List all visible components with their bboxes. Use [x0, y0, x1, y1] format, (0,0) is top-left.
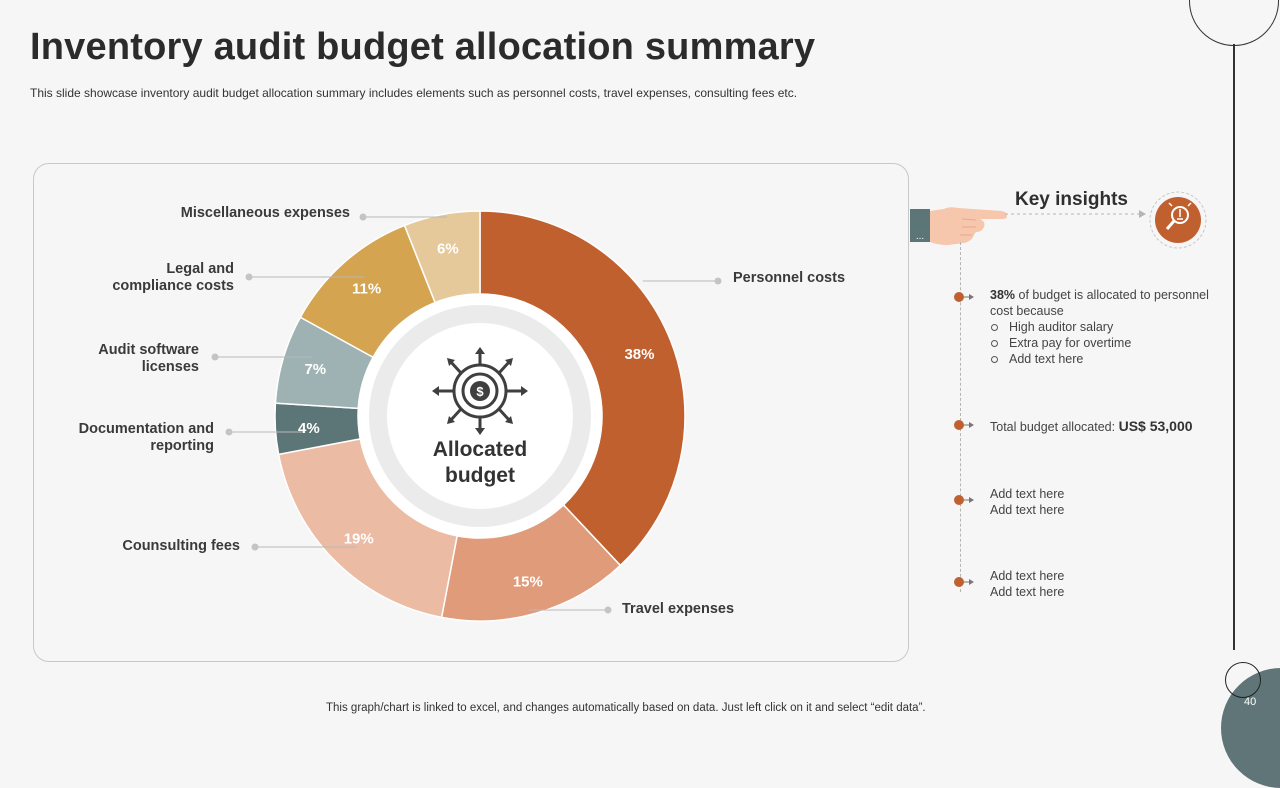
slice-label-line: Documentation and [78, 421, 214, 437]
slide-subtitle: This slide showcase inventory audit budg… [30, 86, 798, 100]
insight-item-1: 38% of budget is allocated to personnel … [990, 287, 1230, 367]
insight-3-line: Add text here [990, 503, 1065, 517]
slice-label-miscellaneous: Miscellaneous expenses [181, 205, 350, 222]
slice-label-line: Miscellaneous expenses [180, 205, 350, 221]
slice-percent-label: 15% [513, 574, 543, 591]
insight-4-line: Add text here [990, 585, 1065, 599]
slice-percent-label: 38% [624, 346, 654, 363]
slice-label-line: compliance costs [112, 278, 234, 294]
slice-miscellaneous-expenses[interactable] [403, 210, 481, 304]
leader-dot [604, 606, 612, 614]
slice-label-audit-software: Audit software licenses [98, 342, 199, 376]
slice-percent-label: 11% [352, 280, 381, 297]
slice-label-personnel-costs: Personnel costs [733, 270, 845, 287]
budget-target-icon: $ [432, 347, 528, 435]
decorative-line [1233, 44, 1235, 650]
slice-label-documentation: Documentation and reporting [79, 421, 214, 455]
decorative-small-circle [1225, 662, 1261, 698]
bullet-arrow-icon [954, 292, 974, 302]
key-insights-title: Key insights [1015, 189, 1128, 210]
slice-label-line: Audit software [98, 342, 199, 358]
leader-dot [225, 428, 233, 436]
slice-label-line: Travel expenses [622, 601, 735, 617]
insight-2-label: Total budget allocated: [990, 420, 1119, 434]
leader-dot [714, 277, 722, 285]
slice-label-line: licenses [141, 359, 199, 375]
insight-1-value: 38% [990, 288, 1016, 302]
pointing-hand-icon: ... [910, 207, 1007, 245]
insight-1-text: of budget is allocated to personnel cost… [990, 288, 1209, 318]
insight-item-3: Add text here Add text here [990, 486, 1064, 518]
leader-dot [359, 213, 367, 221]
insight-2-value: US$ 53,000 [1118, 418, 1193, 434]
center-label-line: Allocated [432, 438, 528, 461]
bullet-arrow-icon [954, 577, 974, 587]
slide-footer-note: This graph/chart is linked to excel, and… [326, 702, 926, 714]
insight-1-subitem: High auditor salary [990, 319, 1230, 335]
donut-center-label: Allocated budget [410, 437, 550, 489]
insight-item-2: Total budget allocated: US$ 53,000 [990, 418, 1193, 435]
leader-dot [245, 273, 253, 281]
center-label-line: budget [445, 464, 515, 487]
slice-label-line: Legal and [166, 261, 234, 277]
slice-percent-label: 4% [298, 420, 320, 437]
insight-4-line: Add text here [990, 569, 1065, 583]
insights-timeline [960, 242, 961, 592]
slice-label-legal-compliance: Legal and compliance costs [112, 261, 234, 295]
insight-1-subitem: Add text here [990, 351, 1230, 367]
leader-dot [211, 353, 219, 361]
slice-label-counsulting-fees: Counsulting fees [122, 538, 240, 555]
slice-percent-label: 6% [437, 241, 459, 258]
bullet-arrow-icon [954, 495, 974, 505]
leader-dot [251, 543, 259, 551]
slice-label-line: reporting [150, 438, 214, 454]
slice-label-line: Personnel costs [733, 270, 846, 286]
slide-title: Inventory audit budget allocation summar… [30, 26, 816, 68]
svg-text:$: $ [476, 384, 484, 399]
hand-tab-text: ... [916, 231, 924, 242]
page-number: 40 [1244, 696, 1257, 708]
slice-label-travel-expenses: Travel expenses [622, 601, 734, 618]
insight-1-subitem: Extra pay for overtime [990, 335, 1230, 351]
bullet-arrow-icon [954, 420, 974, 430]
insight-1-sublist: High auditor salary Extra pay for overti… [990, 319, 1230, 367]
insight-3-line: Add text here [990, 487, 1065, 501]
lightbulb-search-icon [1149, 191, 1207, 249]
slice-label-line: Counsulting fees [122, 538, 240, 554]
slice-percent-label: 19% [344, 530, 374, 547]
slice-percent-label: 7% [304, 361, 326, 378]
insight-item-4: Add text here Add text here [990, 568, 1064, 600]
